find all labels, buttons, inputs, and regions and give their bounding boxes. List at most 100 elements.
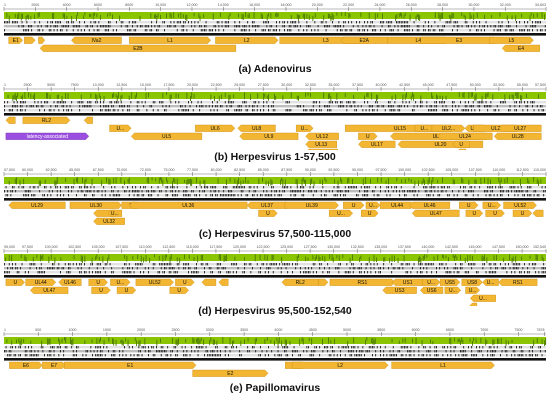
- gene-annotation[interactable]: U...: [414, 124, 435, 132]
- gene-annotation[interactable]: UL12: [305, 132, 339, 140]
- tick-label: 32,500: [305, 83, 316, 87]
- gene-annotation[interactable]: US3: [382, 286, 417, 294]
- gene-annotation[interactable]: E3: [420, 36, 498, 44]
- gene-annotation[interactable]: RS1: [329, 278, 396, 286]
- gene-annotation[interactable]: U...: [482, 201, 502, 209]
- gene-annotation[interactable]: L1: [391, 361, 495, 369]
- gene-annotation[interactable]: US6: [420, 286, 444, 294]
- gene-annotation[interactable]: UL47: [30, 286, 69, 294]
- tick-label: 25,000: [234, 83, 245, 87]
- gene-annotation[interactable]: UL27: [498, 124, 542, 132]
- gene-annotation[interactable]: E4: [501, 44, 540, 52]
- gene-annotation[interactable]: US1: [391, 278, 424, 286]
- gene-annotation[interactable]: UL47: [411, 209, 460, 217]
- gene-annotation[interactable]: U...: [109, 124, 132, 132]
- gene-annotation[interactable]: UL13: [305, 140, 337, 148]
- gene-annotation[interactable]: L5: [489, 36, 534, 44]
- tick-label: 102,500: [422, 168, 435, 172]
- gene-annotation[interactable]: [532, 209, 544, 217]
- gene-annotation[interactable]: U: [358, 132, 378, 140]
- gene-annotation[interactable]: UL14: [306, 148, 338, 150]
- gene-annotation[interactable]: L2: [291, 361, 389, 369]
- gene-annotation[interactable]: UL6: [195, 124, 236, 132]
- gene-annotation[interactable]: E2: [192, 369, 269, 377]
- gene-annotation[interactable]: U...: [482, 278, 499, 286]
- gene-annotation[interactable]: U: [343, 201, 365, 209]
- gene-annotation[interactable]: U: [258, 209, 278, 217]
- gene-annotation[interactable]: E1: [8, 36, 24, 44]
- gene-annotation[interactable]: latency-associated: [5, 132, 90, 140]
- gene-annotation[interactable]: U: [169, 286, 189, 294]
- gene-annotation[interactable]: UL46: [409, 201, 451, 209]
- gene-annotation[interactable]: U...: [422, 278, 441, 286]
- gene-annotation[interactable]: U: [175, 278, 195, 286]
- gene-annotation[interactable]: U...: [465, 286, 480, 294]
- gene-annotation[interactable]: U...: [329, 209, 354, 217]
- gene-annotation[interactable]: U...: [469, 294, 496, 302]
- alignment-track: [4, 186, 546, 197]
- gene-annotation[interactable]: E7: [42, 361, 66, 369]
- gene-annotation[interactable]: UL20: [397, 140, 484, 148]
- gene-annotation[interactable]: UL44: [25, 278, 57, 286]
- gene-annotation[interactable]: E2B: [39, 44, 237, 52]
- gene-annotation[interactable]: UL8: [237, 124, 276, 132]
- gene-annotation[interactable]: U...: [444, 286, 462, 294]
- gene-annotation[interactable]: U...: [365, 201, 381, 209]
- gene-annotation[interactable]: E6: [9, 361, 43, 369]
- gene-annotation[interactable]: UL5: [130, 132, 203, 140]
- gene-annotation[interactable]: U: [512, 209, 533, 217]
- gene-annotation[interactable]: UL24: [437, 132, 493, 140]
- gene-annotation[interactable]: U...: [296, 124, 314, 132]
- gene-annotation[interactable]: UL9: [239, 132, 299, 140]
- gene-annotation[interactable]: UL32: [93, 217, 125, 225]
- gene-annotation[interactable]: [83, 116, 93, 124]
- gene-annotation[interactable]: UL52: [135, 278, 174, 286]
- gene-annotation[interactable]: U: [88, 278, 108, 286]
- gene-annotation[interactable]: [318, 278, 329, 286]
- gene-annotation[interactable]: E2A: [340, 36, 388, 44]
- gene-annotation[interactable]: [469, 302, 478, 306]
- gene-annotation[interactable]: U: [91, 286, 111, 294]
- gene-annotation[interactable]: UL2...: [431, 124, 466, 132]
- gene-annotation[interactable]: U: [116, 286, 137, 294]
- gene-annotation[interactable]: RL2: [281, 278, 319, 286]
- gene-annotation[interactable]: [456, 148, 467, 150]
- gene-annotation[interactable]: UL36: [129, 201, 248, 209]
- gene-annotation[interactable]: [24, 36, 36, 44]
- gene-annotation[interactable]: RL2: [22, 116, 71, 124]
- gene-annotation[interactable]: UL37: [246, 201, 287, 209]
- gene-annotation[interactable]: UL17: [358, 140, 396, 148]
- gene-annotation[interactable]: [201, 278, 217, 286]
- gene-annotation[interactable]: US5: [439, 278, 461, 286]
- gene-annotation[interactable]: U: [452, 140, 470, 148]
- gene-annotation[interactable]: UL30: [69, 201, 123, 209]
- tick-label: 115,000: [186, 245, 199, 249]
- gene-annotation[interactable]: UL44: [379, 201, 415, 209]
- gene-annotation[interactable]: E1: [64, 361, 197, 369]
- gene-annotation[interactable]: U: [5, 278, 26, 286]
- gene-label: U: [13, 280, 17, 286]
- gene-label: RL2: [296, 280, 305, 286]
- gene-annotation[interactable]: RS1: [498, 278, 538, 286]
- gene-annotation[interactable]: L2: [215, 36, 279, 44]
- gene-annotation[interactable]: UL29: [8, 201, 66, 209]
- gene-annotation[interactable]: L1: [129, 36, 212, 44]
- gene-annotation[interactable]: U...: [110, 278, 131, 286]
- gene-annotation[interactable]: U: [459, 201, 479, 209]
- gene-annotation[interactable]: UL46: [58, 278, 82, 286]
- gene-annotation[interactable]: UL39: [284, 201, 339, 209]
- gene-annotation[interactable]: IVa2: [71, 36, 122, 44]
- gene-annotation[interactable]: [38, 36, 45, 44]
- gene-annotation[interactable]: U: [485, 209, 505, 217]
- gene-annotation[interactable]: U...: [107, 209, 123, 217]
- tick-label: 35,000: [328, 83, 339, 87]
- gene-annotation[interactable]: U: [465, 209, 484, 217]
- gene-annotation[interactable]: [218, 278, 229, 286]
- gene-annotation[interactable]: US8: [461, 278, 483, 286]
- tick-label: 100,000: [398, 168, 411, 172]
- gene-annotation[interactable]: UL52: [503, 201, 537, 209]
- gene-annotation[interactable]: U: [361, 209, 379, 217]
- gene-annotation[interactable]: [5, 116, 16, 124]
- tick-label: 107,500: [115, 245, 128, 249]
- gene-annotation[interactable]: UL28: [493, 132, 542, 140]
